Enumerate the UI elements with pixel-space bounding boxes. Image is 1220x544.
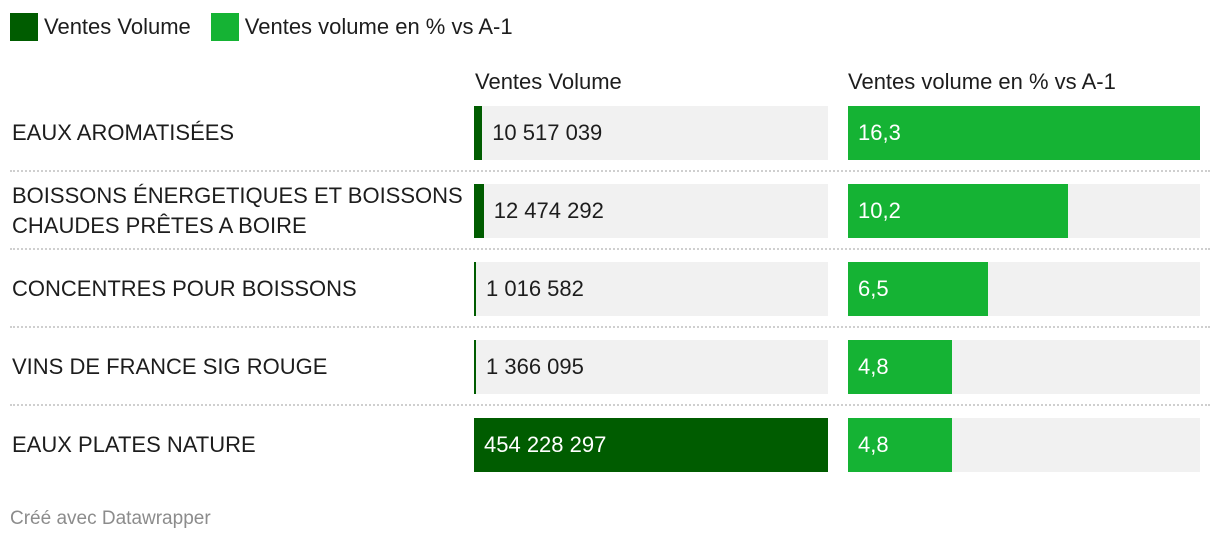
- legend-swatch-volume: [10, 13, 38, 41]
- pct-bar: [848, 340, 952, 394]
- footer-credit: Créé avec Datawrapper: [10, 508, 211, 529]
- pct-value-label: 16,3: [858, 120, 901, 145]
- row-divider: [10, 326, 1210, 328]
- volume-bar: [474, 184, 484, 238]
- row-divider: [10, 404, 1210, 406]
- column-header-pct: Ventes volume en % vs A-1: [848, 69, 1116, 94]
- row-label: EAUX AROMATISÉES: [12, 120, 235, 145]
- table-row: CONCENTRES POUR BOISSONS 1 016 582 6,5: [0, 262, 1210, 316]
- table-row: BOISSONS ÉNERGETIQUES ET BOISSONS CHAUDE…: [0, 183, 1210, 238]
- volume-value-label: 1 016 582: [486, 276, 584, 301]
- volume-value-label: 1 366 095: [486, 354, 584, 379]
- pct-bar-track: 6,5: [848, 262, 1200, 316]
- legend-item-volume: Ventes Volume: [10, 13, 191, 41]
- row-label: CONCENTRES POUR BOISSONS: [12, 276, 357, 301]
- pct-bar-track: 4,8: [848, 418, 1200, 472]
- volume-bar: [474, 418, 828, 472]
- legend-swatch-pct: [210, 13, 239, 41]
- legend-label-pct: Ventes volume en % vs A-1: [244, 14, 513, 39]
- pct-value-label: 4,8: [858, 432, 889, 457]
- volume-bar-track: 12 474 292: [474, 184, 828, 238]
- volume-bar-track: 454 228 297: [474, 418, 828, 472]
- legend-item-pct: Ventes volume en % vs A-1: [210, 13, 513, 41]
- pct-bar: [848, 184, 1069, 238]
- volume-value-label: 454 228 297: [484, 432, 607, 457]
- volume-value-label: 10 517 039: [492, 120, 603, 145]
- volume-bar-track: 1 366 095: [474, 340, 828, 394]
- table-row: EAUX PLATES NATURE 454 228 297 4,8: [0, 418, 1210, 472]
- table-row: EAUX AROMATISÉES 10 517 039 16,3: [0, 106, 1210, 160]
- pct-bar-track: 4,8: [848, 340, 1200, 394]
- volume-value-label: 12 474 292: [493, 198, 604, 223]
- pct-bar-track: 10,2: [848, 184, 1200, 238]
- row-divider: [10, 170, 1210, 172]
- pct-value-label: 4,8: [858, 354, 889, 379]
- pct-value-label: 10,2: [858, 198, 901, 223]
- table-row: VINS DE FRANCE SIG ROUGE 1 366 095 4,8: [0, 340, 1210, 394]
- volume-bar-track: 10 517 039: [474, 106, 828, 160]
- pct-value-label: 6,5: [858, 276, 889, 301]
- volume-bar: [474, 106, 483, 160]
- pct-bar: [848, 418, 952, 472]
- pct-bar-track: 16,3: [848, 106, 1200, 160]
- legend-label-volume: Ventes Volume: [44, 14, 191, 39]
- column-header-volume: Ventes Volume: [475, 69, 622, 94]
- legend: Ventes Volume Ventes volume en % vs A-1: [10, 12, 533, 42]
- pct-bar: [848, 106, 1200, 160]
- volume-bar-track: 1 016 582: [474, 262, 828, 316]
- pct-bar: [848, 262, 989, 316]
- row-label: BOISSONS ÉNERGETIQUES ET BOISSONS CHAUDE…: [12, 183, 463, 238]
- row-divider: [10, 248, 1210, 250]
- row-label: EAUX PLATES NATURE: [12, 432, 256, 457]
- volume-bar: [474, 262, 476, 316]
- row-label: VINS DE FRANCE SIG ROUGE: [12, 354, 328, 379]
- volume-bar: [474, 340, 476, 394]
